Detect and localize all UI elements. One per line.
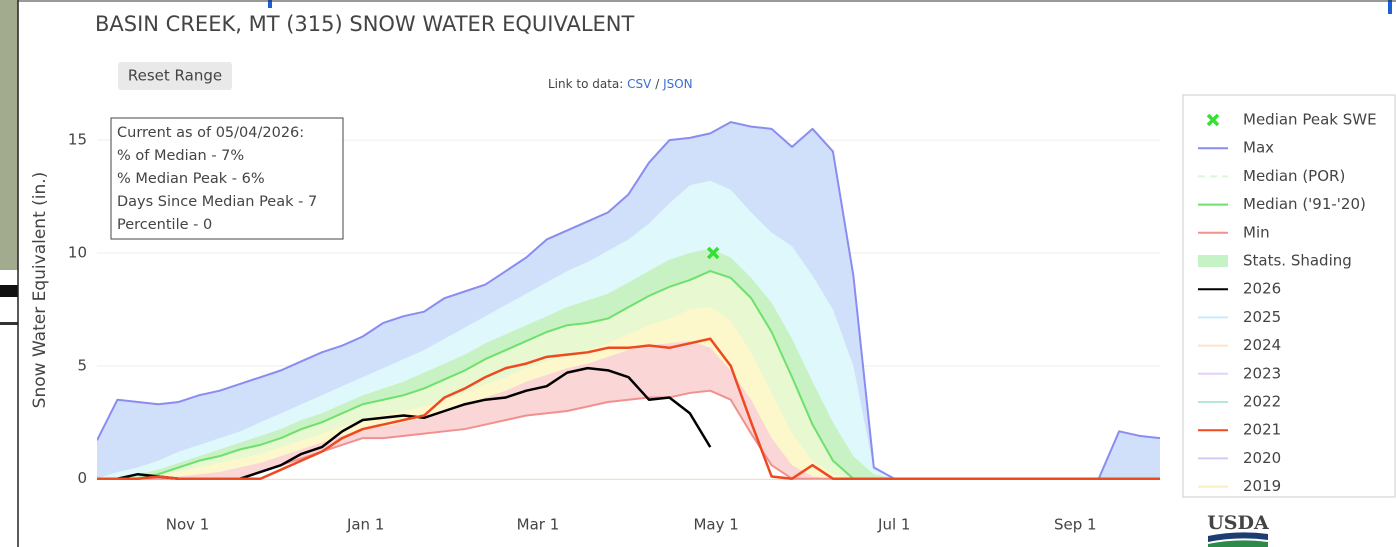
link-label: Link to data: (548, 77, 623, 91)
top-marker (1388, 0, 1392, 14)
legend-box (1183, 95, 1395, 497)
legend-label[interactable]: 2019 (1243, 477, 1281, 495)
legend-label[interactable]: Max (1243, 139, 1274, 157)
legend-label[interactable]: 2021 (1243, 421, 1281, 439)
json-link[interactable]: JSON (662, 77, 693, 91)
annotation-line: Days Since Median Peak - 7 (117, 194, 317, 210)
reset-button-label[interactable]: Reset Range (128, 67, 222, 85)
csv-link[interactable]: CSV (627, 77, 652, 91)
chart: BASIN CREEK, MT (315) SNOW WATER EQUIVAL… (0, 0, 1396, 547)
map-border (0, 285, 18, 297)
annotation-line: Current as of 05/04/2026: (117, 125, 304, 141)
x-tick-label: Mar 1 (517, 516, 560, 534)
map-border (0, 322, 18, 325)
y-tick-label: 15 (68, 131, 87, 149)
legend-label[interactable]: Median Peak SWE (1243, 111, 1377, 129)
legend-label[interactable]: 2020 (1243, 449, 1281, 467)
link-separator: / (655, 77, 660, 91)
legend-label[interactable]: 2023 (1243, 364, 1281, 382)
x-tick-label: Jan 1 (346, 516, 384, 534)
legend-label[interactable]: Stats. Shading (1243, 252, 1352, 270)
chart-title: BASIN CREEK, MT (315) SNOW WATER EQUIVAL… (95, 12, 635, 36)
reset-button[interactable]: Reset Range (118, 62, 232, 90)
map-strip (0, 0, 18, 270)
annotation-line: Percentile - 0 (117, 217, 212, 233)
legend-label[interactable]: Median (POR) (1243, 167, 1345, 185)
data-links: Link to data: CSV / JSON (548, 77, 693, 91)
legend-label[interactable]: Min (1243, 223, 1270, 241)
legend-label[interactable]: Median ('91-'20) (1243, 195, 1366, 213)
legend-label[interactable]: 2024 (1243, 336, 1281, 354)
x-tick-label: Jul 1 (877, 516, 910, 534)
logo-text: USDA (1207, 512, 1269, 534)
y-tick-label: 10 (68, 244, 87, 262)
legend-label[interactable]: 2022 (1243, 393, 1281, 411)
legend-label[interactable]: 2025 (1243, 308, 1281, 326)
annotation-line: % of Median - 7% (117, 148, 244, 164)
y-axis-title: Snow Water Equivalent (in.) (30, 172, 50, 409)
logo-swoosh (1208, 540, 1268, 547)
page: {"page": {"reset_button": "Reset Range",… (0, 0, 1396, 547)
x-tick-label: Sep 1 (1054, 516, 1097, 534)
annotation: Current as of 05/04/2026: % of Median - … (111, 118, 343, 239)
annotation-line: % Median Peak - 6% (117, 171, 265, 187)
y-tick-label: 5 (77, 356, 87, 374)
usda-logo: USDA (1207, 512, 1269, 547)
y-tick-label: 0 (77, 469, 87, 487)
legend-symbol (1198, 255, 1228, 267)
x-tick-label: Nov 1 (166, 516, 210, 534)
x-tick-label: May 1 (693, 516, 738, 534)
legend-label[interactable]: 2026 (1243, 280, 1281, 298)
